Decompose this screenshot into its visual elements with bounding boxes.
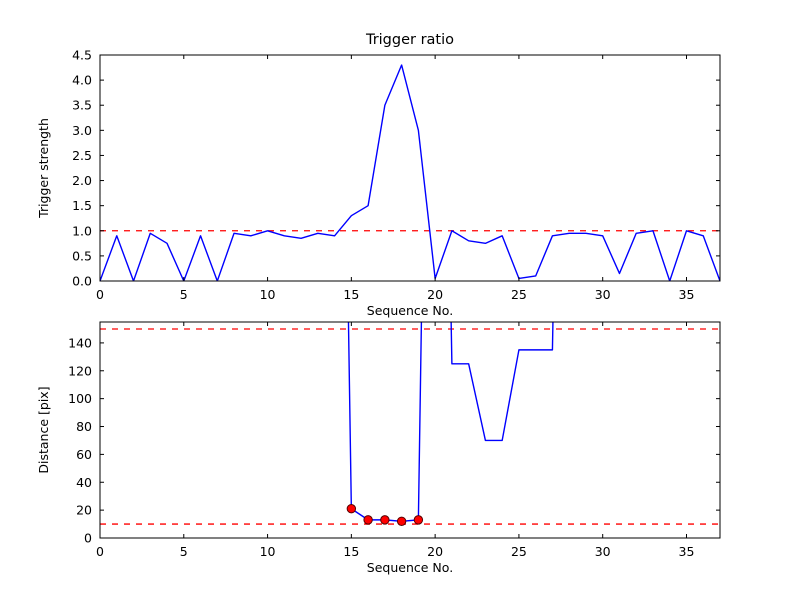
axes-frame: [99, 54, 721, 282]
x-tick-label: 10: [260, 544, 276, 559]
y-tick-label: 0.5: [72, 248, 92, 263]
series-trigger-strength: [100, 64, 720, 281]
y-tick-label: 140: [68, 335, 92, 350]
y-tick-label: 100: [68, 391, 92, 406]
x-tick-label: 5: [180, 544, 188, 559]
y-tick-label: 0: [84, 531, 92, 546]
y-tick-label: 80: [76, 419, 92, 434]
x-axis-label: Sequence No.: [367, 560, 453, 575]
x-tick-label: 0: [96, 287, 104, 302]
x-tick-label: 20: [427, 544, 443, 559]
x-tick-label: 15: [343, 287, 359, 302]
x-tick-label: 35: [679, 544, 695, 559]
x-tick-label: 25: [511, 544, 527, 559]
y-tick-label: 3.0: [72, 123, 92, 138]
y-tick-label: 1.0: [72, 223, 92, 238]
y-tick-label: 60: [76, 447, 92, 462]
x-tick-label: 0: [96, 544, 104, 559]
data-marker: [396, 516, 407, 526]
x-tick-label: 15: [343, 544, 359, 559]
x-tick-label: 10: [260, 287, 276, 302]
y-tick-label: 4.5: [72, 48, 92, 63]
y-tick-label: 20: [76, 503, 92, 518]
chart-title: Trigger ratio: [365, 32, 454, 48]
axes-frame: [99, 321, 721, 539]
y-tick-label: 3.5: [72, 98, 92, 113]
subplot-1: 0 5 10 15 20 25 30 35 0 20 40 60 80 100 120 140 Sequence…: [36, 321, 721, 575]
y-tick-label: 40: [76, 475, 92, 490]
y-tick-label: 0.0: [72, 274, 92, 289]
data-marker: [363, 515, 373, 525]
y-tick-label: 1.5: [72, 198, 92, 213]
y-axis-label: Trigger strength: [36, 118, 51, 219]
y-axis-label: Distance [pix]: [36, 386, 51, 473]
x-tick-label: 5: [180, 287, 188, 302]
x-tick-label: 20: [427, 287, 443, 302]
y-tick-label: 2.5: [72, 148, 92, 163]
x-axis-label: Sequence No.: [367, 303, 453, 318]
x-tick-label: 30: [595, 287, 611, 302]
x-tick-label: 30: [595, 544, 611, 559]
y-tick-label: 120: [68, 363, 92, 378]
y-tick-label: 4.0: [72, 73, 92, 88]
series-distance: [347, 322, 554, 522]
data-marker: [413, 515, 424, 525]
x-tick-label: 25: [511, 287, 527, 302]
data-marker: [380, 515, 390, 525]
data-marker: [346, 504, 357, 514]
subplot-0: 0 5 10 15 20 25 30 35 0.0 0.5 1.0 1.5 2.0 2.5 3.0 3.5 4.…: [36, 32, 721, 318]
x-tick-label: 35: [679, 287, 695, 302]
y-tick-label: 2.0: [72, 173, 92, 188]
